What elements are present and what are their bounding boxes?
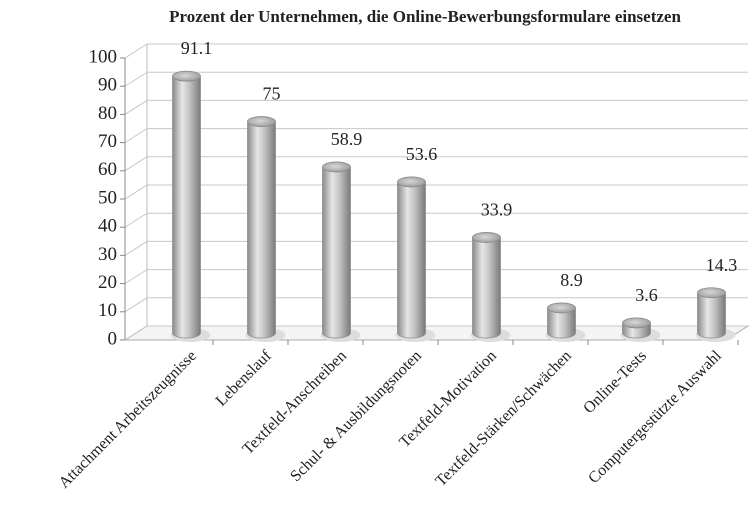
grid-line: [124, 184, 748, 200]
value-label: 53.6: [406, 144, 438, 164]
bar: [397, 181, 426, 339]
y-tick-label: 40: [98, 216, 117, 237]
x-tick-label: Schul- & Ausbildungsnoten: [287, 347, 425, 485]
grid-line: [124, 99, 748, 115]
y-tick-label: 50: [98, 187, 117, 208]
value-label: 91.1: [181, 38, 213, 58]
bar-top: [697, 287, 726, 299]
y-tick-label: 10: [98, 300, 117, 321]
value-label: 3.6: [635, 285, 658, 305]
value-label: 33.9: [481, 200, 513, 220]
grid-line: [124, 212, 748, 228]
y-tick-label: 70: [98, 131, 117, 152]
value-label: 75: [263, 84, 281, 104]
grid-line: [124, 156, 748, 172]
x-tick-label: Textfeld-Stärken/Schwächen: [432, 347, 575, 490]
bar-top: [397, 176, 426, 188]
bar-top: [472, 232, 501, 243]
grid-line: [124, 43, 748, 59]
bar-top: [247, 116, 276, 127]
grid-line: [124, 297, 748, 313]
y-tick-label: 60: [98, 159, 117, 180]
bar: [172, 76, 201, 339]
bar: [322, 166, 351, 339]
value-label: 14.3: [706, 255, 738, 275]
y-tick-label: 90: [98, 75, 117, 96]
grid-line: [124, 128, 748, 144]
bar-top: [622, 317, 651, 329]
grid-line: [124, 71, 748, 87]
y-tick-label: 20: [98, 272, 117, 293]
y-tick-label: 100: [89, 46, 118, 67]
y-tick-label: 0: [108, 328, 118, 349]
bar-top: [172, 70, 201, 82]
grid-line: [124, 240, 748, 256]
grid-line: [124, 269, 748, 285]
value-label: 58.9: [331, 129, 363, 149]
x-tick-label: Online-Tests: [580, 347, 650, 417]
value-label: 8.9: [560, 270, 583, 290]
bar-top: [322, 161, 351, 173]
x-tick-label: Attachment Arbeitszeugnisse: [56, 347, 200, 491]
x-tick-label: Computergestützte Auswahl: [585, 347, 725, 487]
bar: [247, 121, 276, 339]
y-tick-label: 30: [98, 244, 117, 265]
x-tick-label: Lebenslauf: [213, 347, 276, 410]
chart-title: Prozent der Unternehmen, die Online-Bewe…: [169, 7, 681, 26]
bar: [472, 237, 501, 339]
bar: [697, 292, 726, 339]
bar-top: [547, 302, 576, 314]
y-tick-label: 80: [98, 103, 117, 124]
